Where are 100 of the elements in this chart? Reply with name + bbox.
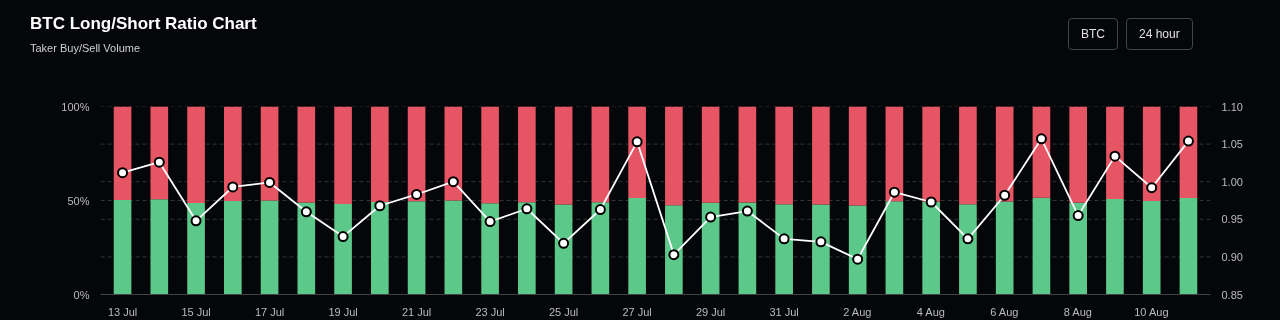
- x-tick-label: 31 Jul: [769, 305, 799, 318]
- x-tick-label: 21 Jul: [401, 305, 432, 318]
- bar: [1179, 198, 1198, 295]
- point: [264, 176, 276, 188]
- point: [1109, 150, 1121, 162]
- bar: [260, 200, 279, 295]
- point: [484, 216, 496, 228]
- bar: [812, 204, 830, 295]
- point: [999, 189, 1011, 201]
- point: [668, 249, 680, 261]
- x-tick-label: 17 Jul: [254, 305, 285, 318]
- x-tick-label: 13 Jul: [107, 305, 138, 318]
- x-tick-label: 2 Aug: [843, 305, 872, 318]
- bar: [701, 106, 720, 203]
- bar: [1069, 106, 1087, 203]
- text: 24 hour: [1126, 18, 1193, 50]
- bar: [922, 106, 940, 202]
- point: [594, 204, 606, 216]
- bar: [959, 204, 977, 295]
- y-tick-label: 50%: [67, 194, 90, 207]
- bar: [371, 106, 389, 202]
- point: [521, 203, 533, 215]
- bar: [407, 106, 426, 202]
- x-tick-label: 23 Jul: [475, 305, 505, 318]
- bar: [591, 106, 610, 203]
- point: [962, 233, 974, 245]
- point: [1146, 182, 1158, 194]
- bar: [701, 202, 720, 295]
- text: BTC: [1068, 18, 1118, 50]
- bar: [150, 106, 169, 200]
- point: [888, 186, 900, 198]
- bar: [775, 106, 793, 205]
- bar: [995, 201, 1014, 295]
- bar: [334, 204, 352, 295]
- bar: [885, 201, 904, 295]
- point: [117, 167, 129, 179]
- bar: [738, 202, 757, 295]
- y2-tick-label: 0.90: [1221, 250, 1243, 263]
- point: [300, 206, 312, 218]
- bar: [260, 106, 279, 201]
- y-tick-label: 100%: [61, 100, 90, 113]
- bar: [371, 202, 389, 295]
- bar: [885, 106, 904, 202]
- y2-tick-label: 1.10: [1221, 100, 1243, 113]
- bar: [775, 204, 793, 295]
- bar: [187, 202, 205, 295]
- point: [925, 196, 937, 208]
- bar: [518, 202, 536, 295]
- bar: [407, 201, 426, 295]
- point: [374, 200, 386, 212]
- y-tick-label: 0%: [73, 288, 90, 301]
- bar: [224, 106, 242, 201]
- bar: [1106, 199, 1124, 295]
- bar: [1032, 106, 1051, 198]
- bar: [1106, 106, 1124, 199]
- point: [227, 181, 239, 193]
- bar: [150, 199, 169, 295]
- bar: [1142, 106, 1161, 201]
- bar: [848, 106, 867, 206]
- x-tick-label: 15 Jul: [181, 305, 211, 318]
- bar: [444, 200, 463, 295]
- point: [1035, 133, 1047, 145]
- bar: [738, 106, 757, 203]
- point: [337, 231, 349, 243]
- point: [741, 205, 753, 217]
- bar: [334, 106, 352, 205]
- bar: [922, 201, 940, 295]
- bar: [518, 106, 536, 203]
- chart-subtitle: Taker Buy/Sell Volume: [30, 42, 142, 54]
- bar: [113, 199, 132, 295]
- bar: [1142, 200, 1161, 295]
- point: [631, 136, 643, 148]
- bar: [481, 203, 499, 295]
- bar: [554, 204, 573, 295]
- x-tick-label: 4 Aug: [916, 305, 945, 318]
- point: [1072, 210, 1084, 222]
- point: [705, 211, 717, 223]
- bar: [444, 106, 463, 201]
- y2-tick-label: 0.95: [1221, 213, 1243, 226]
- bar: [591, 202, 610, 295]
- y2-tick-label: 1.05: [1221, 138, 1243, 151]
- point: [411, 188, 423, 200]
- bar: [1069, 202, 1087, 295]
- y2-tick-label: 0.85: [1221, 288, 1243, 301]
- point: [558, 237, 570, 249]
- x-tick-label: 25 Jul: [548, 305, 579, 318]
- bar: [297, 106, 316, 203]
- point: [153, 156, 165, 168]
- x-tick-label: 10 Aug: [1134, 305, 1169, 318]
- point: [778, 233, 790, 245]
- bar: [1179, 106, 1198, 199]
- bar: [665, 205, 683, 295]
- bar: [481, 106, 499, 204]
- x-tick-label: 8 Aug: [1063, 305, 1092, 318]
- point: [190, 215, 202, 227]
- bar: [995, 106, 1014, 202]
- bar: [959, 106, 977, 205]
- x-tick-label: 19 Jul: [328, 305, 358, 318]
- bar: [554, 106, 573, 205]
- y2-tick-label: 1.00: [1221, 175, 1243, 188]
